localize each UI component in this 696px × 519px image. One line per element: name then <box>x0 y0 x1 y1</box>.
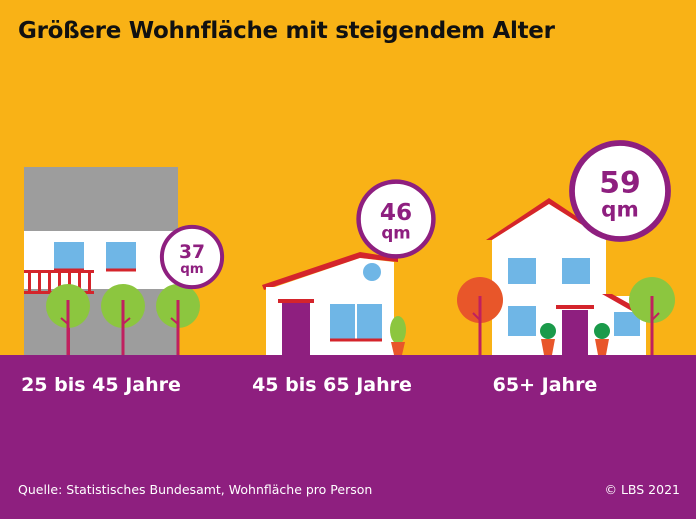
family-house-icon <box>486 198 648 355</box>
category-label: 45 bis 65 Jahre <box>252 374 412 396</box>
data-label: 37 <box>179 242 205 263</box>
value-badge-circle <box>159 224 225 290</box>
unit-label: qm <box>381 223 410 243</box>
potted-plant-icon <box>390 316 406 355</box>
unit-label: qm <box>601 197 639 222</box>
unit-label: qm <box>180 262 204 277</box>
category-label: 65+ Jahre <box>492 374 598 396</box>
value-badge-circle <box>569 140 671 242</box>
tree-icon <box>457 277 503 355</box>
tree-icon <box>629 277 675 355</box>
chart-title: Größere Wohnfläche mit steigendem Alter <box>18 18 555 44</box>
house-icon <box>262 252 398 355</box>
potted-plant-icon <box>540 323 556 355</box>
tree-icon <box>101 284 145 355</box>
category-label: 25 bis 45 Jahre <box>21 374 181 396</box>
copyright-note: © LBS 2021 <box>604 482 680 497</box>
apartment-building-icon <box>24 167 178 355</box>
source-note: Quelle: Statistisches Bundesamt, Wohnflä… <box>18 482 373 497</box>
potted-plant-icon <box>594 323 610 355</box>
data-label: 59 <box>599 165 640 200</box>
tree-icon <box>46 284 90 355</box>
value-badge-circle <box>356 179 436 259</box>
tree-icon <box>156 284 200 355</box>
data-label: 46 <box>380 199 412 226</box>
ground-band <box>0 355 696 519</box>
